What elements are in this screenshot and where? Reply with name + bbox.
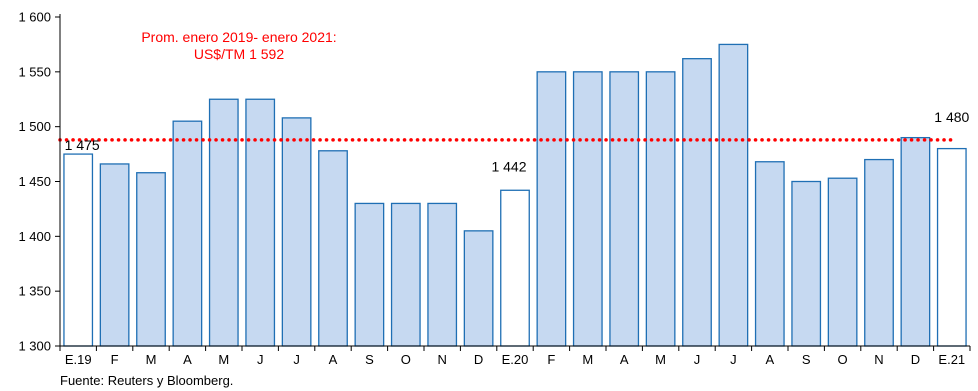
x-tick-label: N bbox=[874, 352, 883, 367]
bar-19 bbox=[754, 161, 785, 347]
average-label-line: Prom. enero 2019- enero 2021: bbox=[141, 29, 336, 45]
bar-18 bbox=[718, 43, 749, 347]
bar-24 bbox=[936, 147, 967, 347]
x-tick-label: O bbox=[401, 352, 411, 367]
y-tick-label: 1 400 bbox=[18, 229, 51, 244]
x-tick-label: N bbox=[438, 352, 447, 367]
x-tick-label: F bbox=[547, 352, 555, 367]
bar-10 bbox=[427, 202, 458, 347]
x-axis-ticks: E.19 F M A M J J A S O N D E.20 F M A M J J A S O N D E.21 bbox=[59, 346, 971, 367]
y-tick-label: 1 300 bbox=[18, 339, 51, 354]
x-tick-label: M bbox=[218, 352, 229, 367]
x-tick-label: F bbox=[111, 352, 119, 367]
source-note: Fuente: Reuters y Bloomberg. bbox=[60, 373, 234, 388]
bars-group bbox=[63, 43, 967, 347]
x-tick-label: A bbox=[620, 352, 629, 367]
bar-20 bbox=[791, 180, 822, 347]
x-tick-label: J bbox=[730, 352, 737, 367]
bar-3 bbox=[172, 120, 203, 347]
value-annotations: 1 475 1 442 1 480 bbox=[65, 109, 970, 174]
y-tick-label: 1 350 bbox=[18, 284, 51, 299]
x-tick-label: J bbox=[694, 352, 701, 367]
x-tick-label: E.19 bbox=[65, 352, 92, 367]
annotation-label: 1 475 bbox=[65, 137, 100, 153]
x-tick-label: A bbox=[183, 352, 192, 367]
y-tick-label: 1 450 bbox=[18, 174, 51, 189]
x-tick-label: E.20 bbox=[502, 352, 529, 367]
bar-16 bbox=[645, 71, 676, 347]
bar-9 bbox=[390, 202, 421, 347]
x-tick-label: A bbox=[329, 352, 338, 367]
x-tick-label: M bbox=[582, 352, 593, 367]
x-tick-label: O bbox=[838, 352, 848, 367]
bar-2 bbox=[136, 172, 166, 347]
y-tick-label: 1 600 bbox=[18, 10, 51, 25]
x-tick-label: S bbox=[365, 352, 374, 367]
y-axis-ticks: 1 300 1 350 1 400 1 450 1 500 1 550 1 600 bbox=[18, 10, 60, 354]
annotation-label: 1 480 bbox=[934, 109, 969, 125]
y-tick-label: 1 500 bbox=[18, 119, 51, 134]
x-tick-label: S bbox=[802, 352, 811, 367]
x-tick-label: M bbox=[146, 352, 157, 367]
annotation-label: 1 442 bbox=[491, 158, 526, 174]
bar-17 bbox=[682, 58, 712, 347]
bar-7 bbox=[318, 150, 348, 347]
bar-4 bbox=[208, 98, 239, 347]
y-tick-label: 1 550 bbox=[18, 64, 51, 79]
bar-15 bbox=[609, 71, 640, 347]
average-label: Prom. enero 2019- enero 2021:US$/TM 1 59… bbox=[141, 29, 336, 62]
bar-13 bbox=[536, 71, 567, 347]
bar-8 bbox=[354, 202, 385, 347]
bar-21 bbox=[827, 177, 858, 347]
x-tick-label: J bbox=[257, 352, 264, 367]
bar-12 bbox=[500, 189, 530, 347]
bar-11 bbox=[463, 230, 494, 347]
x-tick-label: J bbox=[293, 352, 300, 367]
x-tick-label: D bbox=[911, 352, 920, 367]
bar-0 bbox=[63, 153, 94, 347]
bar-14 bbox=[572, 71, 603, 347]
bar-1 bbox=[99, 163, 130, 347]
bar-6 bbox=[281, 117, 312, 347]
x-tick-label: E.21 bbox=[938, 352, 965, 367]
bar-23 bbox=[900, 136, 931, 347]
bar-22 bbox=[864, 158, 894, 347]
bar-chart: 1 300 1 350 1 400 1 450 1 500 1 550 1 600 E.19… bbox=[18, 10, 971, 367]
x-tick-label: A bbox=[765, 352, 774, 367]
x-tick-label: D bbox=[474, 352, 483, 367]
average-label-line: US$/TM 1 592 bbox=[194, 46, 284, 62]
bar-5 bbox=[245, 98, 276, 347]
x-tick-label: M bbox=[655, 352, 666, 367]
